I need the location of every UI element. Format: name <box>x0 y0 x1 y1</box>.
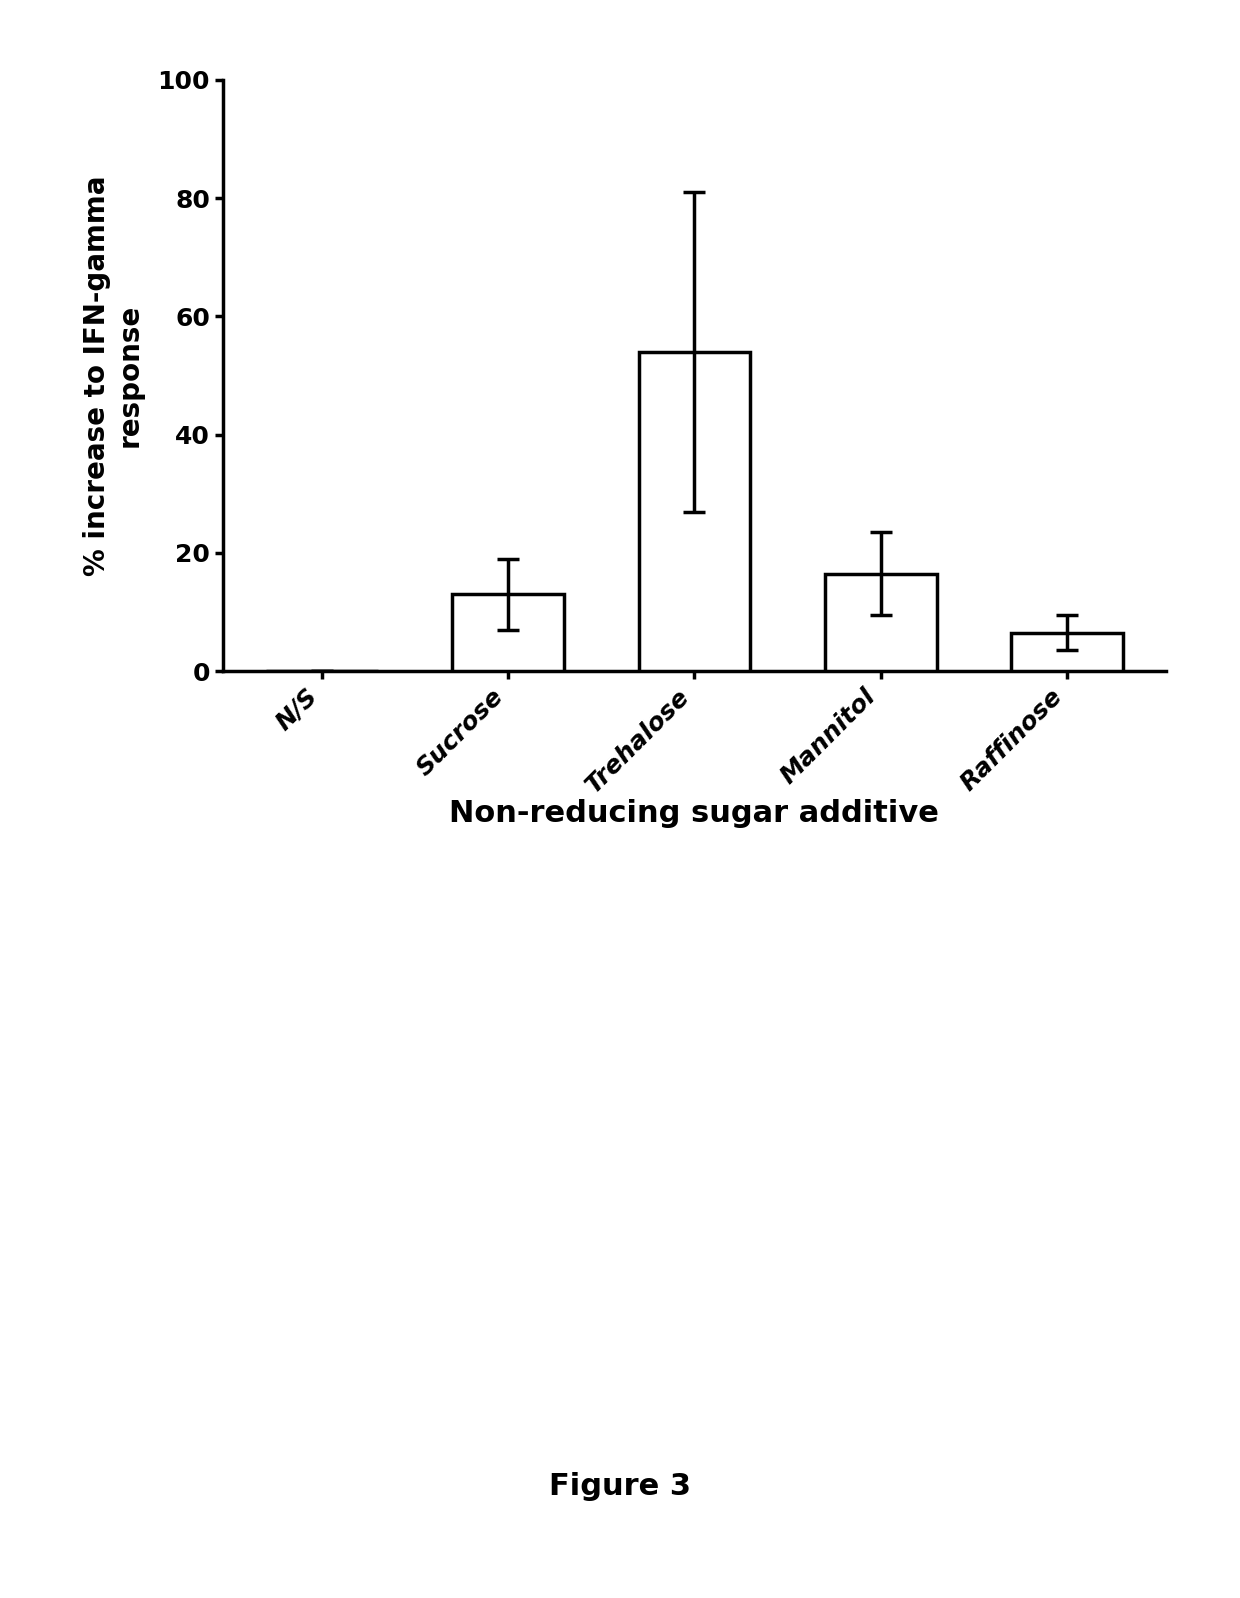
Bar <box>1011 633 1122 671</box>
Y-axis label: % increase to IFN-gamma
response: % increase to IFN-gamma response <box>83 176 144 575</box>
Bar <box>825 574 936 671</box>
Text: Non-reducing sugar additive: Non-reducing sugar additive <box>449 799 940 828</box>
Bar <box>453 594 564 671</box>
Text: Figure 3: Figure 3 <box>549 1472 691 1501</box>
Bar <box>639 352 750 671</box>
